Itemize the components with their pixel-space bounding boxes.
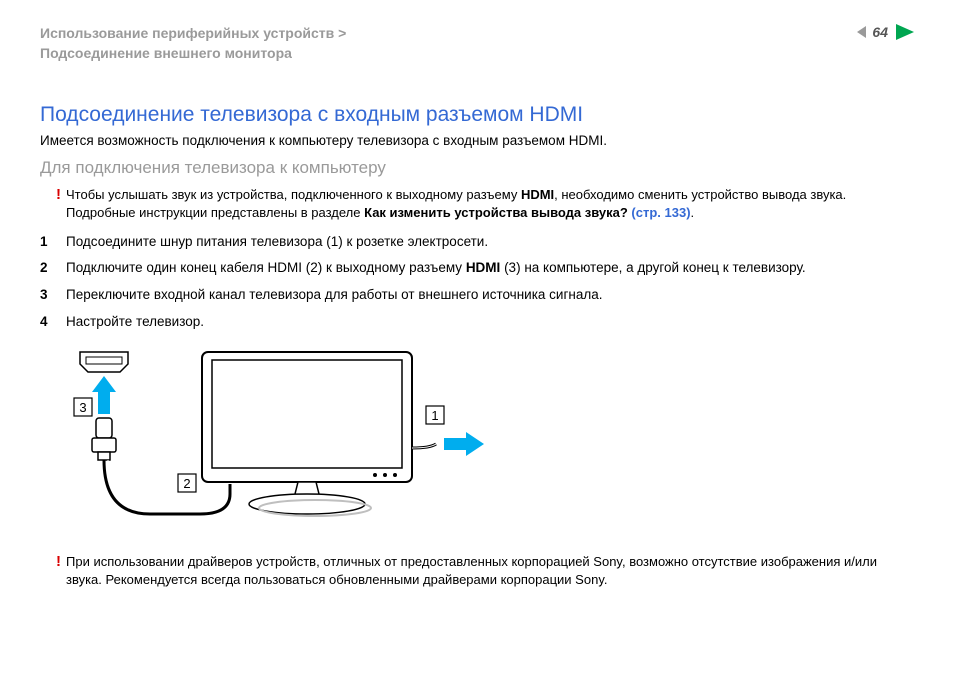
step-post: (3) на компьютере, а другой конец к теле… — [500, 260, 805, 275]
diagram-label-3: 3 — [79, 400, 86, 415]
page-number: 64 — [872, 24, 888, 40]
note1-post: . — [691, 205, 695, 220]
step-pre: Переключите входной канал телевизора для… — [66, 287, 603, 302]
step-pre: Настройте телевизор. — [66, 314, 204, 329]
diagram-label-1: 1 — [431, 408, 438, 423]
step-text: Настройте телевизор. — [66, 313, 204, 332]
note1-b1: HDMI — [521, 187, 554, 202]
page-header: Использование периферийных устройств > П… — [40, 24, 914, 63]
page-nav: 64 — [857, 24, 914, 40]
diagram-svg: 3 2 — [70, 344, 510, 534]
section-subhead: Для подключения телевизора к компьютеру — [40, 158, 914, 178]
step-text: Подключите один конец кабеля HDMI (2) к … — [66, 259, 806, 278]
step-pre: Подсоедините шнур питания телевизора (1)… — [66, 234, 488, 249]
steps-list: 1 Подсоедините шнур питания телевизора (… — [40, 233, 914, 333]
prev-page-icon[interactable] — [857, 26, 866, 38]
intro-text: Имеется возможность подключения к компью… — [40, 133, 914, 148]
next-page-icon[interactable] — [894, 24, 914, 40]
step-row: 1 Подсоедините шнур питания телевизора (… — [40, 233, 914, 252]
step-text: Переключите входной канал телевизора для… — [66, 286, 603, 305]
note1-pre: Чтобы услышать звук из устройства, подкл… — [66, 187, 521, 202]
note-block-bottom: ! При использовании драйверов устройств,… — [66, 553, 914, 589]
step-pre: Подключите один конец кабеля HDMI (2) к … — [66, 260, 466, 275]
warning-icon: ! — [56, 184, 61, 205]
breadcrumb-line-2[interactable]: Подсоединение внешнего монитора — [40, 44, 346, 64]
note1-b2: Как изменить устройства вывода звука? — [364, 205, 628, 220]
step-num: 4 — [40, 313, 54, 332]
step-text: Подсоедините шнур питания телевизора (1)… — [66, 233, 488, 252]
note-block-top: ! Чтобы услышать звук из устройства, под… — [66, 186, 914, 222]
connection-diagram: 3 2 — [70, 344, 914, 537]
step-bold: HDMI — [466, 260, 501, 275]
step-row: 4 Настройте телевизор. — [40, 313, 914, 332]
step-num: 3 — [40, 286, 54, 305]
warning-icon: ! — [56, 551, 61, 572]
page-title: Подсоединение телевизора с входным разъе… — [40, 103, 914, 127]
step-row: 2 Подключите один конец кабеля HDMI (2) … — [40, 259, 914, 278]
note2-text: При использовании драйверов устройств, о… — [66, 554, 877, 587]
step-num: 2 — [40, 259, 54, 278]
breadcrumb-line-1[interactable]: Использование периферийных устройств > — [40, 24, 346, 44]
breadcrumb: Использование периферийных устройств > П… — [40, 24, 346, 63]
note1-page-link[interactable]: (стр. 133) — [628, 205, 691, 220]
step-num: 1 — [40, 233, 54, 252]
diagram-label-2: 2 — [183, 476, 190, 491]
step-row: 3 Переключите входной канал телевизора д… — [40, 286, 914, 305]
